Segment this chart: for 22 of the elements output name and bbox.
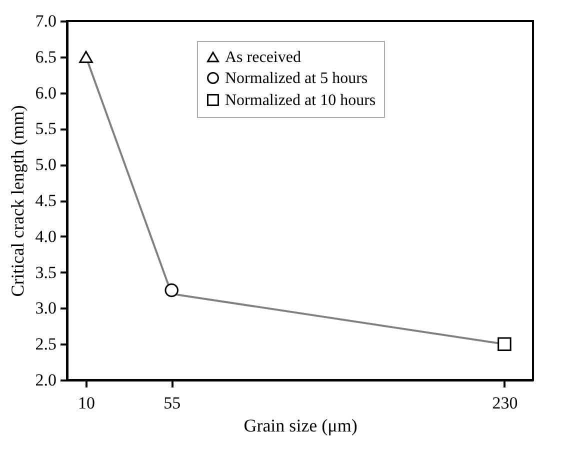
x-tick-label: 10 — [78, 394, 96, 412]
y-tick-label: 2.0 — [35, 370, 56, 390]
point — [498, 337, 512, 351]
y-axis-title: Critical crack length (mm) — [7, 105, 28, 297]
y-tick-label: 3.5 — [35, 262, 56, 282]
legend-label: As received — [225, 49, 301, 66]
y-tick-label: 4.5 — [35, 191, 56, 210]
y-tick-label: 7.0 — [35, 12, 56, 30]
point — [164, 283, 178, 298]
y-tick-label: 5.0 — [35, 155, 56, 174]
y-tick-label: 3.0 — [35, 298, 56, 318]
y-tick-label: 4.0 — [35, 226, 56, 246]
y-tick-label: 5.5 — [35, 119, 56, 138]
legend-label: Normalized at 10 hours — [225, 92, 376, 109]
y-tick-label: 6.0 — [35, 83, 56, 102]
x-tick-label: 230 — [492, 394, 518, 412]
x-tick-label: 55 — [164, 394, 181, 412]
legend-label: Normalized at 5 hours — [225, 70, 368, 87]
point — [79, 50, 93, 63]
x-axis-title: Grain size (μm) — [244, 416, 358, 436]
y-tick-label: 6.5 — [35, 47, 56, 66]
y-tick-label: 2.5 — [35, 334, 56, 354]
